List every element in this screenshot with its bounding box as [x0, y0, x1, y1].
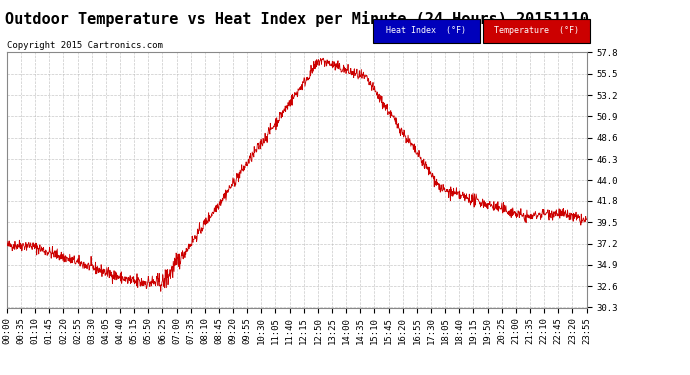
- Text: Copyright 2015 Cartronics.com: Copyright 2015 Cartronics.com: [7, 41, 163, 50]
- Text: Heat Index  (°F): Heat Index (°F): [386, 26, 466, 36]
- Text: Temperature  (°F): Temperature (°F): [494, 26, 579, 36]
- Text: Outdoor Temperature vs Heat Index per Minute (24 Hours) 20151110: Outdoor Temperature vs Heat Index per Mi…: [5, 11, 589, 27]
